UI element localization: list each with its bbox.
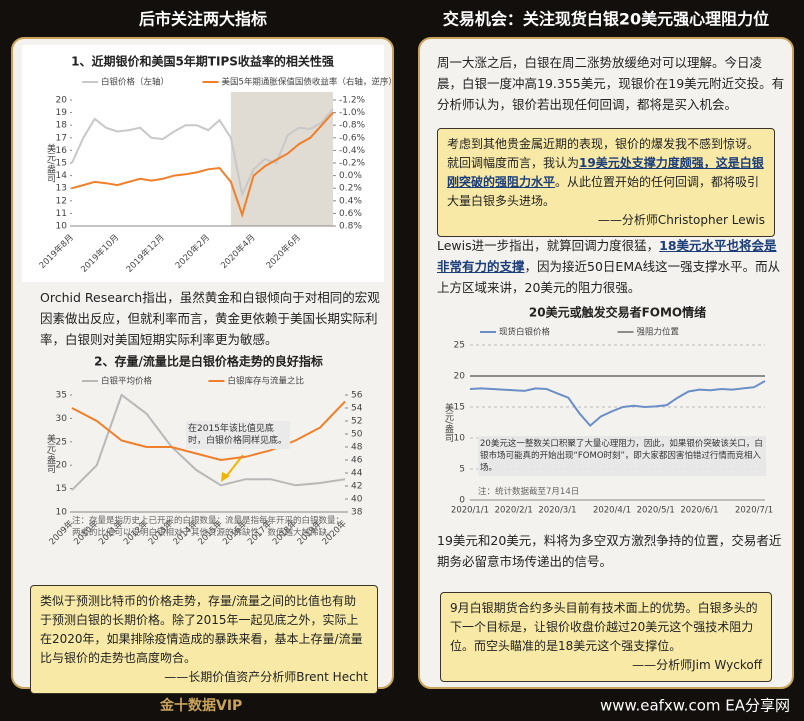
chart-title: 1、近期银价和美国5年期TIPS收益率的相关性强 (71, 54, 334, 69)
chart3-note: 注：统计数据截至7月14日 (478, 487, 580, 497)
right-paragraph-1: 周一大涨之后，白银在周二涨势放缓绝对可以理解。今日凌晨，白银一度冲高19.355… (437, 55, 785, 112)
series-line (71, 111, 334, 219)
y2-tick-label: -0.8% (339, 121, 366, 131)
right-header: 交易机会：关注现货白银20美元强心理阻力位 (443, 10, 769, 29)
y-tick-label: 16 (56, 146, 68, 156)
y-tick-label: 18 (56, 121, 68, 131)
brand: 金十数据VIP (159, 697, 242, 714)
quote-emphasis: 19美元处支撑力度颇强，这是白银刚突破的强阻力水平 (447, 156, 764, 189)
y-tick-label: 15 (56, 484, 67, 494)
y2-tick-label: 46 (351, 456, 363, 466)
quote-text: 类似于预测比特币的价格走势，存量/流量之间的比值也有助于预测白银的长期价格。除了… (40, 594, 363, 665)
quote-text: 考虑到其他贵金属近期的表现，银价的爆发我不感到惊讶。就回调幅度而言，我认为 (447, 137, 760, 170)
y2-tick-label: 0.6% (339, 209, 362, 219)
text: Lewis进一步指出，就算回调力度很猛， (437, 238, 660, 253)
y-tick-label: 0 (459, 496, 465, 506)
y-tick-label: 17 (56, 133, 67, 143)
y2-tick-label: -0.2% (339, 159, 366, 169)
quote-author: ——分析师Christopher Lewis (597, 213, 765, 227)
watermark: www.eafxw.com EA分享网 (600, 697, 790, 715)
y2-tick-label: -0.6% (339, 133, 366, 143)
y-tick-label: 14 (56, 171, 68, 181)
y-tick-label: 10 (454, 434, 466, 444)
legend-label: 白银平均价格 (101, 376, 153, 387)
y-tick-label: 15 (454, 403, 465, 413)
chart-title: 20美元或触发交易者FOMO情绪 (529, 305, 706, 320)
chart3-annotation: 20美元这一整数关口积聚了大量心理阻力，因此，如果银价突破该关口，白银市场可能真… (478, 436, 766, 476)
y2-tick-label: 40 (351, 495, 363, 505)
y-tick-label: 20 (56, 461, 68, 471)
y-tick-label: 35 (56, 391, 67, 401)
y-tick-label: 11 (56, 209, 67, 219)
chart-title: 2、存量/流量比是白银价格走势的良好指标 (94, 354, 323, 369)
y2-tick-label: 0.2% (339, 184, 362, 194)
x-tick-label: 2020/7/1 (735, 506, 773, 516)
series-line (71, 393, 346, 491)
x-tick-label: 2020/2/1 (495, 506, 533, 516)
y-tick-label: 30 (56, 414, 68, 424)
y-tick-label: 12 (56, 196, 67, 206)
highlight-region (230, 92, 333, 226)
legend-label: 现货白银价格 (499, 327, 551, 338)
right-paragraph-2: Lewis进一步指出，就算回调力度很猛，18美元水平也将会是非常有力的支撑，因为… (437, 235, 785, 298)
series-line (71, 108, 334, 198)
x-tick-label: 2020/3/1 (538, 506, 576, 516)
y2-tick-label: 54 (351, 404, 363, 414)
y2-tick-label: 50 (351, 430, 363, 440)
x-tick-label: 2020/6/1 (680, 506, 718, 516)
x-tick-label: 2020/4/1 (593, 506, 631, 516)
left-quote: 类似于预测比特币的价格走势，存量/流量之间的比值也有助于预测白银的长期价格。除了… (30, 585, 378, 694)
y2-tick-label: 0.8% (339, 222, 362, 232)
y-tick-label: 5 (459, 465, 465, 475)
y-tick-label: 20 (454, 372, 466, 382)
quote-text: 。从此位置开始的任何回调，都将吸引大量白银多头进场。 (447, 175, 760, 208)
text: ，因为接近50日EMA线这一强支撑水平。而从上方区域来讲，20美元的阻力很强。 (437, 259, 781, 295)
y2-tick-label: -0.4% (339, 146, 366, 156)
x-tick-label: 2020/5/1 (637, 506, 675, 516)
annotation-arrow (224, 454, 244, 479)
quote-author: ——长期价值资产分析师Brent Hecht (164, 670, 368, 684)
y-tick-label: 10 (56, 222, 68, 232)
legend-label: 白银库存与流量之比 (228, 376, 305, 387)
legend-label: 美国5年期通胀保值国债收益率（右轴，逆序） (222, 77, 397, 88)
chart2-note: 注：存量是指历史上已开采的白银数量；流量是指每年开采的白银数量；两者的比值可以说… (72, 516, 345, 538)
y-tick-label: 20 (56, 96, 68, 106)
y2-tick-label: -1.0% (339, 108, 366, 118)
y-axis-label: 美元/盎司 (45, 142, 56, 182)
series-line (71, 400, 346, 462)
legend-label: 白银价格（左轴） (101, 77, 169, 88)
y2-tick-label: 52 (351, 417, 362, 427)
y-tick-label: 13 (56, 184, 67, 194)
right-paragraph-3: 19美元和20美元，料将为多空双方激烈争持的位置，交易者近期务必留意市场传递出的… (437, 533, 782, 569)
y-tick-label: 25 (454, 341, 465, 351)
legend-label: 强阻力位置 (637, 327, 680, 338)
y-tick-label: 25 (56, 437, 67, 447)
y-tick-label: 19 (56, 108, 68, 118)
y2-tick-label: 0.4% (339, 196, 362, 206)
y2-tick-label: 44 (351, 469, 363, 479)
arrow-head (221, 472, 230, 482)
x-tick-label: 2020/1/1 (451, 506, 489, 516)
y-tick-label: 15 (56, 159, 67, 169)
y2-tick-label: 48 (351, 443, 363, 453)
y2-tick-label: 38 (351, 508, 363, 518)
y-axis-label: 美元/盎司 (45, 433, 56, 473)
right-quote-2: 9月白银期货合约多头目前有技术面上的优势。白银多头的下一个目标是，让银价收盘价越… (440, 592, 772, 682)
chart2-annotation: 在2015年该比值见底时，白银价格同样见底。 (186, 421, 290, 449)
emphasis: 18美元水平也将会是非常有力的支撑 (437, 238, 777, 274)
y2-tick-label: 42 (351, 482, 362, 492)
quote-author: ——分析师Jim Wyckoff (632, 658, 762, 672)
left-header: 后市关注两大指标 (139, 10, 267, 29)
y2-tick-label: 56 (351, 391, 363, 401)
y2-tick-label: 0.0% (339, 171, 362, 181)
y2-tick-label: -1.2% (339, 96, 366, 106)
series-line (469, 380, 766, 428)
right-quote-1: 考虑到其他贵金属近期的表现，银价的爆发我不感到惊讶。就回调幅度而言，我认为19美… (437, 128, 775, 237)
left-paragraph: Orchid Research指出，虽然黄金和白银倾向于对相同的宏观因素做出反应… (40, 290, 380, 347)
quote-text: 9月白银期货合约多头目前有技术面上的优势。白银多头的下一个目标是，让银价收盘价越… (450, 601, 758, 653)
y-tick-label: 10 (56, 508, 68, 518)
y-axis-label: 美元/盎司 (443, 402, 454, 442)
